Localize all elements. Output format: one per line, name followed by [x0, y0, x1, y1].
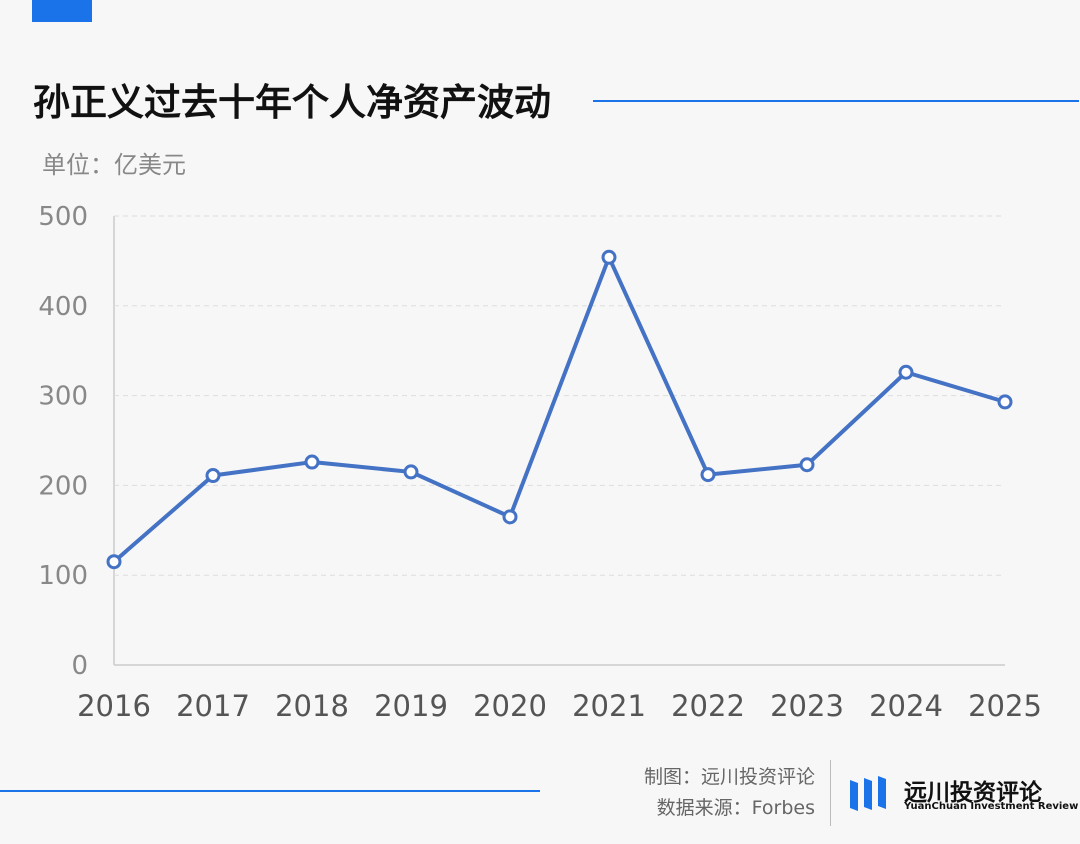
x-tick-label: 2017 [176, 689, 250, 723]
data-point [601, 249, 617, 265]
x-tick-label: 2020 [473, 689, 547, 723]
y-tick-label: 100 [38, 561, 88, 591]
gridlines [113, 215, 1005, 666]
x-tick-label: 2024 [869, 689, 943, 723]
brand-subtitle: YuanChuan Investment Review [904, 801, 1079, 812]
data-point [898, 364, 914, 380]
y-tick-label: 200 [38, 471, 88, 501]
bottom-rule [0, 790, 540, 792]
title-rule [593, 100, 1079, 102]
data-point [205, 468, 221, 484]
y-tick-label: 400 [38, 292, 88, 322]
credit-text: 制图：远川投资评论 [643, 766, 815, 788]
data-point [799, 457, 815, 473]
x-tick-label: 2021 [572, 689, 646, 723]
data-point [502, 509, 518, 525]
top-accent-tab [32, 0, 92, 22]
y-tick-label: 500 [38, 202, 88, 232]
footer-divider [830, 760, 831, 826]
y-tick-label: 0 [71, 651, 88, 681]
credits: 制图：远川投资评论 数据来源：Forbes [644, 762, 815, 824]
x-tick-labels: 2016 2017 2018 2019 2020 2021 2022 2023 2024 2025 [77, 689, 1042, 723]
data-point [304, 454, 320, 470]
x-tick-label: 2025 [968, 689, 1042, 723]
data-point [106, 554, 122, 570]
x-tick-label: 2023 [770, 689, 844, 723]
brand-logo-icon [850, 776, 886, 811]
data-point [997, 394, 1013, 410]
data-point [700, 467, 716, 483]
x-tick-label: 2022 [671, 689, 745, 723]
y-tick-label: 300 [38, 382, 88, 412]
source-text: 数据来源：Forbes [656, 797, 815, 819]
chart-title: 孙正义过去十年个人净资产波动 [33, 81, 551, 124]
x-tick-label: 2019 [374, 689, 448, 723]
x-tick-label: 2016 [77, 689, 151, 723]
brand-name: 远川投资评论 [904, 780, 1042, 806]
series-layer [106, 249, 1013, 570]
series-line [112, 255, 1006, 564]
y-tick-labels: 0 100 200 300 400 500 [38, 202, 88, 681]
line-chart: 0 100 200 300 400 500 2016 2017 2018 2019 2020 202… [38, 202, 1042, 723]
data-point [403, 464, 419, 480]
unit-label: 单位：亿美元 [42, 151, 186, 179]
x-tick-label: 2018 [275, 689, 349, 723]
